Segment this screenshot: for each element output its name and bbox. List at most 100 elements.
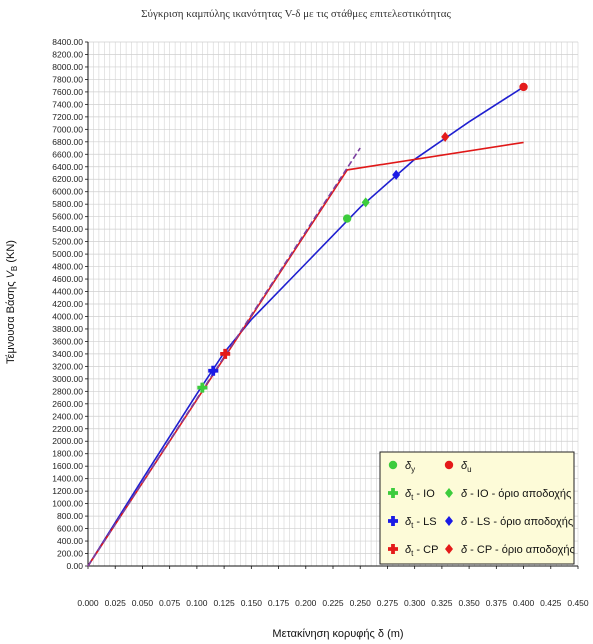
y-tick-label: 2000.00 — [52, 436, 83, 446]
x-tick-label: 0.050 — [132, 598, 154, 608]
x-tick-label: 0.000 — [77, 598, 99, 608]
y-tick-label: 8400.00 — [52, 37, 83, 47]
legend-box — [379, 451, 575, 565]
y-tick-label: 7000.00 — [52, 124, 83, 134]
legend: δy δu δt - IO δ - IO - όριο αποδοχής δt - LS… — [379, 451, 575, 565]
y-tick-labels: 0.00 200.00 400.00 600.00 800.00 1000.00 1200.… — [52, 37, 83, 571]
point-dy — [342, 214, 352, 223]
y-tick-label: 6600.00 — [52, 149, 83, 159]
x-tick-label: 0.275 — [377, 598, 399, 608]
legend-label: δt - CP — [405, 544, 438, 558]
y-tick-label: 5200.00 — [52, 237, 83, 247]
y-tick-label: 1400.00 — [52, 474, 83, 484]
y-tick-label: 7400.00 — [52, 99, 83, 109]
y-tick-label: 2600.00 — [52, 399, 83, 409]
y-axis-title-sub: B — [10, 266, 19, 271]
grid — [87, 41, 579, 567]
x-tick-label: 0.075 — [159, 598, 181, 608]
y-tick-label: 800.00 — [57, 511, 83, 521]
legend-marker — [445, 544, 453, 554]
axes — [85, 41, 579, 569]
y-tick-label: 1800.00 — [52, 449, 83, 459]
y-tick-label: 1600.00 — [52, 461, 83, 471]
point-du — [519, 82, 528, 92]
y-tick-label: 6000.00 — [52, 187, 83, 197]
legend-label: δt - IO — [405, 488, 435, 502]
y-tick-label: 6200.00 — [52, 174, 83, 184]
legend-marker — [388, 460, 398, 470]
x-tick-label: 0.225 — [322, 598, 344, 608]
performance-points — [197, 82, 528, 393]
x-tick-label: 0.150 — [241, 598, 263, 608]
y-tick-label: 3600.00 — [52, 336, 83, 346]
x-tick-label: 0.175 — [268, 598, 290, 608]
y-tick-label: 3000.00 — [52, 374, 83, 384]
y-tick-label: 200.00 — [57, 549, 83, 559]
y-tick-label: 1200.00 — [52, 486, 83, 496]
y-tick-label: 4600.00 — [52, 274, 83, 284]
y-axis-title-main: V — [5, 269, 17, 278]
y-tick-label: 7600.00 — [52, 87, 83, 97]
y-tick-label: 7200.00 — [52, 112, 83, 122]
y-tick-label: 5600.00 — [52, 212, 83, 222]
y-tick-label: 5400.00 — [52, 224, 83, 234]
y-tick-label: 6400.00 — [52, 162, 83, 172]
legend-label: δy — [405, 460, 415, 474]
x-tick-label: 0.400 — [513, 598, 535, 608]
y-tick-label: 5000.00 — [52, 249, 83, 259]
x-tick-label: 0.450 — [567, 598, 589, 608]
x-tick-labels: 0.000 0.025 0.050 0.075 0.100 0.125 0.150 0.175… — [77, 598, 589, 608]
y-tick-label: 1000.00 — [52, 499, 83, 509]
y-tick-label: 400.00 — [57, 536, 83, 546]
y-axis-title: Τέμνουσα Βάσης VB (KN) — [5, 240, 19, 364]
point-dt-io — [197, 382, 208, 393]
legend-label: δu — [461, 460, 472, 474]
y-axis-title-prefix: Τέμνουσα Βάσης — [5, 278, 17, 364]
y-tick-label: 8200.00 — [52, 49, 83, 59]
point-dt-ls — [208, 365, 219, 376]
y-tick-label: 4200.00 — [52, 299, 83, 309]
y-axis-title-suffix: (KN) — [5, 240, 17, 266]
legend-label: δt - LS — [405, 516, 437, 530]
x-tick-label: 0.200 — [295, 598, 317, 608]
y-tick-label: 600.00 — [57, 524, 83, 534]
y-tick-label: 0.00 — [66, 561, 83, 571]
chart-title: Σύγκριση καμπύλης ικανότητας V-δ με τις … — [141, 8, 451, 20]
x-tick-label: 0.325 — [431, 598, 453, 608]
point-dt-cp — [220, 348, 231, 359]
y-tick-label: 6800.00 — [52, 137, 83, 147]
legend-marker — [445, 488, 453, 498]
y-tick-label: 4400.00 — [52, 287, 83, 297]
x-tick-label: 0.425 — [540, 598, 562, 608]
x-tick-label: 0.350 — [458, 598, 480, 608]
series — [87, 86, 525, 567]
x-tick-label: 0.100 — [186, 598, 208, 608]
point-cp-limit — [441, 131, 450, 142]
legend-marker — [444, 460, 454, 470]
point-ls-limit — [392, 169, 401, 180]
series-line-capacity — [87, 86, 525, 567]
y-tick-label: 3800.00 — [52, 324, 83, 334]
y-tick-label: 2800.00 — [52, 386, 83, 396]
legend-label: δ - IO - όριο αποδοχής — [461, 488, 571, 500]
legend-marker — [388, 544, 398, 554]
x-tick-label: 0.025 — [105, 598, 127, 608]
y-tick-label: 2200.00 — [52, 424, 83, 434]
y-tick-label: 8000.00 — [52, 62, 83, 72]
y-tick-label: 3400.00 — [52, 349, 83, 359]
x-tick-label: 0.125 — [213, 598, 235, 608]
legend-marker — [388, 516, 398, 526]
y-tick-label: 3200.00 — [52, 361, 83, 371]
y-tick-label: 7800.00 — [52, 74, 83, 84]
series-line-elastic-extension — [87, 147, 361, 567]
legend-marker — [388, 488, 398, 498]
legend-label: δ - CP - όριο αποδοχής — [461, 544, 575, 556]
y-tick-label: 2400.00 — [52, 411, 83, 421]
x-axis-title: Μετακίνηση κορυφής δ (m) — [272, 628, 403, 640]
y-tick-label: 5800.00 — [52, 199, 83, 209]
legend-label: δ - LS - όριο αποδοχής — [461, 516, 573, 528]
legend-marker — [445, 516, 453, 526]
y-tick-label: 4000.00 — [52, 311, 83, 321]
x-tick-label: 0.300 — [404, 598, 426, 608]
